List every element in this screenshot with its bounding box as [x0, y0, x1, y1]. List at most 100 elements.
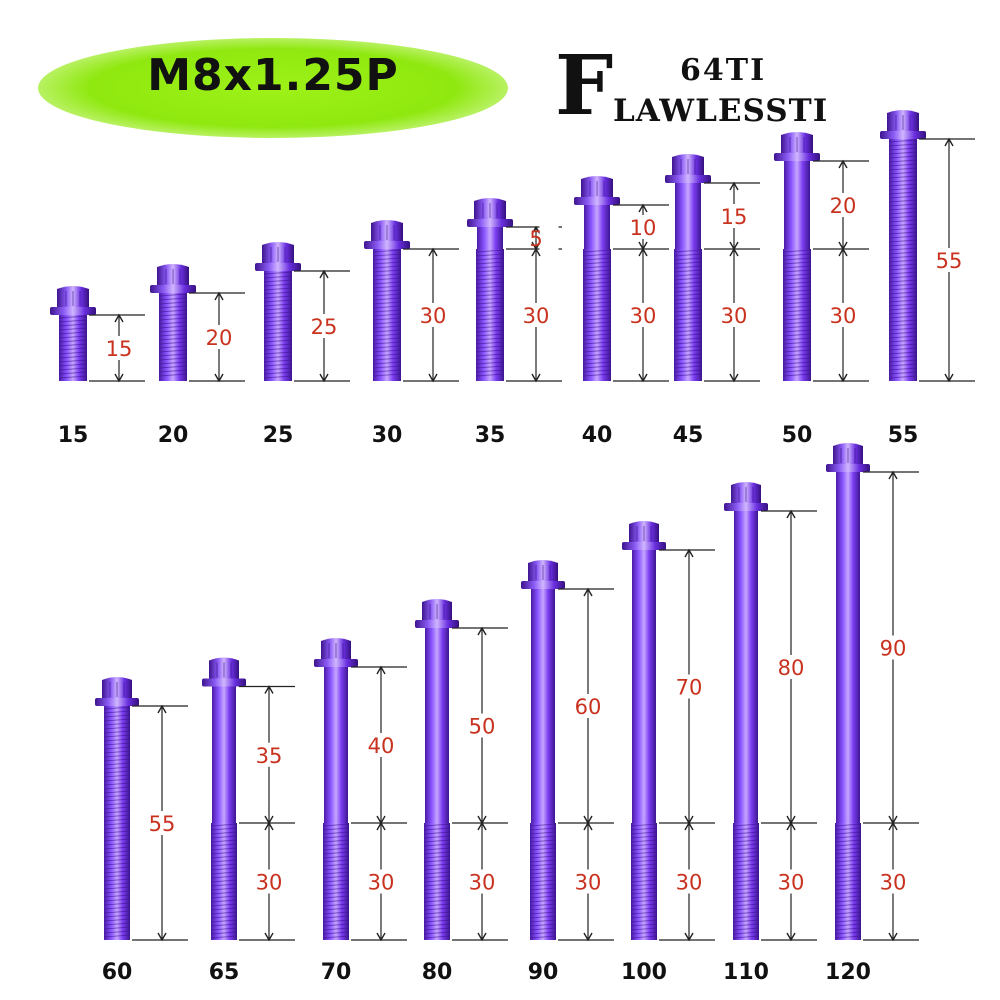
bolt-55-thread-line [888, 151, 918, 155]
bolt-20-thread-line [158, 353, 188, 357]
bolt-50-thread-line [782, 269, 812, 273]
bolt-25-thread-line [263, 375, 293, 379]
bolt-35-thread-line [475, 329, 505, 333]
bolt-50-thread-line [782, 325, 812, 329]
bolt-110-thread-line [732, 875, 760, 879]
bolt-45-thread-line [673, 353, 703, 357]
bolt-120-threaded-arrow-top [888, 821, 898, 831]
bolt-80-thread-line [423, 823, 451, 827]
bolt-25-thread-line [263, 291, 293, 295]
bolt-90-unthreaded-label-backing [585, 694, 617, 718]
bolt-65-thread-line [210, 847, 238, 851]
bolt-50-flange [774, 153, 820, 161]
bolt-60-thread-line [103, 758, 131, 762]
bolt-120-thread-line [834, 891, 862, 895]
bolt-30-thread-line [372, 277, 402, 281]
bolt-90-thread-line [529, 879, 557, 883]
bolt-110-thread-line [732, 927, 760, 931]
bolt-110-thread-line [732, 935, 760, 939]
bolt-70-thread-line [322, 919, 350, 923]
bolt-120-thread-line [834, 879, 862, 883]
bolt-65-thread-line [210, 871, 238, 875]
bolt-55-thread-line [888, 267, 918, 271]
bolt-90-flange [521, 581, 565, 589]
bolt-35-threaded-label-backing [533, 303, 565, 327]
bolt-20-thread-line [158, 345, 188, 349]
bolt-80-thread-line [423, 839, 451, 843]
bolt-40-thread-line [582, 345, 612, 349]
bolt-30-threaded-label-backing [430, 303, 462, 327]
bolt-80-thread-line [423, 863, 451, 867]
bolt-50-threaded-dimension-label: 30 [830, 304, 857, 328]
bolt-25-thread-line [263, 319, 293, 323]
bolt-60-thread-line [103, 750, 131, 754]
bolt-110-threaded-dimension-label: 30 [778, 871, 805, 895]
bolt-110-shank [734, 511, 758, 823]
bolt-50-thread-line [782, 349, 812, 353]
bolt-70-thread-line [322, 887, 350, 891]
bolt-65-thread-line [210, 823, 238, 827]
bolt-40-thread-line [582, 273, 612, 277]
bolt-60-thread-line [103, 742, 131, 746]
bolt-35-thread-line [475, 253, 505, 257]
bolt-65-thread-line [210, 887, 238, 891]
bolt-90-thread-line [529, 847, 557, 851]
bolt-25-thread-line [263, 271, 293, 275]
bolt-25-thread-line [263, 295, 293, 299]
bolt-70-threaded-dimension-label: 30 [368, 871, 395, 895]
bolt-100-thread-line [630, 927, 658, 931]
bolt-35-thread-line [475, 285, 505, 289]
bolt-100-thread-line [630, 863, 658, 867]
bolt-25-thread-line [263, 283, 293, 287]
bolt-30-thread-line [372, 349, 402, 353]
bolt-30-thread-line [372, 345, 402, 349]
bolt-65-threaded-arrow-bottom [264, 932, 274, 942]
bolt-size-label: 20 [157, 423, 189, 448]
brand-line-1: 64TI [680, 53, 767, 88]
bolt-25-threaded-arrow-top [319, 269, 329, 279]
bolt-60-thread-line [103, 886, 131, 890]
bolt-100-thread-line [630, 843, 658, 847]
bolt-80-thread-line [423, 851, 451, 855]
bolt-100-thread-line [630, 859, 658, 863]
bolt-65-unthreaded-arrow-top [264, 685, 274, 694]
bolt-50-thread-line [782, 333, 812, 337]
bolt-110-thread-line [732, 851, 760, 855]
bolt-55-thread-line [888, 143, 918, 147]
bolt-80-unthreaded-arrow-top [477, 626, 487, 636]
bolt-40-thread-line [582, 329, 612, 333]
bolt-45-thread-line [673, 285, 703, 289]
bolt-35-thread-line [475, 309, 505, 313]
bolt-60-threaded-arrow-top [157, 704, 167, 714]
bolt-110-thread-line [732, 847, 760, 851]
bolt-70-thread-line [322, 923, 350, 927]
bolt-55-thread-line [888, 171, 918, 175]
bolt-50-thread-line [782, 253, 812, 257]
bolt-90-thread-line [529, 911, 557, 915]
bolt-55-thread-line [888, 375, 918, 379]
bolt-45-thread-line [673, 329, 703, 333]
bolt-65-thread-line [210, 907, 238, 911]
bolt-70-thread-line [322, 935, 350, 939]
bolt-50-thread-line [782, 273, 812, 277]
bolt-55-thread-line [888, 275, 918, 279]
bolt-110-thread-line [732, 887, 760, 891]
bolt-65-thread-line [210, 859, 238, 863]
bolt-30-threaded-arrow-bottom [428, 373, 438, 383]
bolt-55-thread-line [888, 159, 918, 163]
bolt-25-thread-line [263, 347, 293, 351]
bolt-30-thread-line [372, 309, 402, 313]
bolt-40-thread-line [582, 249, 612, 253]
bolt-35-thread-line [475, 265, 505, 269]
bolt-60-thread-line [103, 738, 131, 742]
bolt-40-thread-line [582, 321, 612, 325]
bolt-15-thread-line [58, 355, 88, 359]
bolt-50-thread-line [782, 313, 812, 317]
bolt-100-thread-line [630, 879, 658, 883]
bolt-120-thread-line [834, 895, 862, 899]
bolt-35-thread-line [475, 325, 505, 329]
bolt-100-thread-line [630, 919, 658, 923]
bolt-size-label: 70 [320, 960, 352, 985]
brand-logo: F 64TI LAWLESSTI [555, 45, 875, 129]
bolt-90-thread-line [529, 859, 557, 863]
